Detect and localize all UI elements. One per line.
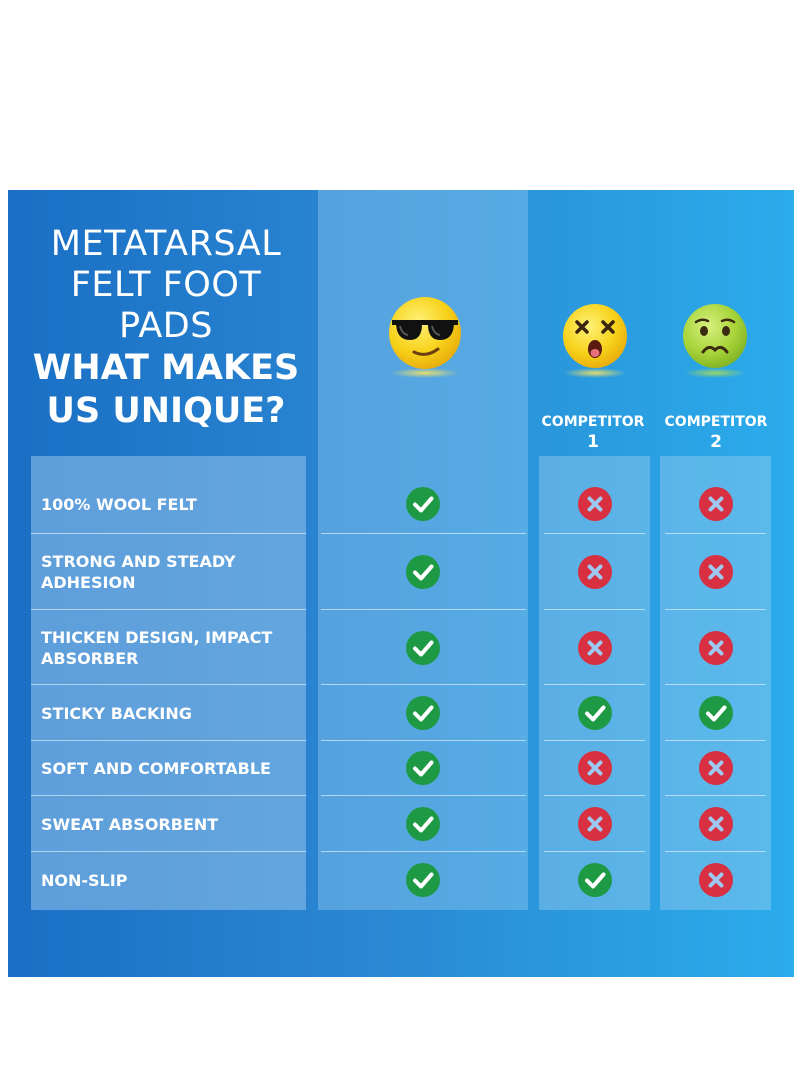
cross-icon [699,863,733,897]
competitor-2-column-box [660,456,771,910]
cross-icon [578,751,612,785]
row-divider [665,533,766,534]
row-divider [544,740,645,741]
cross-icon [578,487,612,521]
row-divider [321,851,526,852]
check-icon [406,631,440,665]
row-divider [321,609,526,610]
row-divider [665,609,766,610]
check-icon [699,696,733,730]
row-divider [31,533,306,534]
feature-label: NON-SLIP [41,871,128,890]
cross-icon [699,487,733,521]
emoji-glow [390,368,460,378]
feature-label: STICKY BACKING [41,704,192,723]
cross-icon [578,555,612,589]
cross-icon [578,807,612,841]
row-divider [665,795,766,796]
cross-icon [578,631,612,665]
check-icon [406,696,440,730]
row-divider [31,740,306,741]
row-divider [544,684,645,685]
row-divider [321,533,526,534]
row-divider [321,740,526,741]
row-divider [31,609,306,610]
row-divider [544,533,645,534]
sunglasses-face-icon [389,297,461,369]
row-divider [665,684,766,685]
headline-line-3: PADS [119,306,213,346]
feature-label: SOFT AND COMFORTABLE [41,759,271,778]
headline-line-5: US UNIQUE? [46,391,286,431]
feature-label: STRONG AND STEADY ADHESION [41,552,236,592]
feature-label: SWEAT ABSORBENT [41,815,219,834]
headline-line-4: WHAT MAKES [32,348,300,388]
competitor-1-label-line-1: COMPETITOR [541,414,645,430]
competitor-1-label-line-2: 1 [587,432,599,452]
comparison-panel: METATARSAL FELT FOOT PADS WHAT MAKES US … [8,190,794,977]
feature-label: 100% WOOL FELT [41,495,197,514]
headline-line-2: FELT FOOT [70,265,262,305]
check-icon [406,751,440,785]
row-divider [544,851,645,852]
row-divider [321,795,526,796]
competitor-1-label: COMPETITOR 1 [528,412,658,452]
emoji-glow [683,368,747,378]
headline: METATARSAL FELT FOOT PADS WHAT MAKES US … [16,224,316,433]
row-divider [31,851,306,852]
check-icon [406,807,440,841]
dizzy-face-icon [563,304,627,368]
row-divider [321,684,526,685]
emoji-glow [563,368,627,378]
check-icon [406,863,440,897]
row-divider [31,684,306,685]
row-divider [665,740,766,741]
competitor-2-label-line-2: 2 [710,432,722,452]
feature-label: THICKEN DESIGN, IMPACT ABSORBER [41,628,273,668]
check-icon [578,696,612,730]
row-divider [31,795,306,796]
check-icon [406,487,440,521]
headline-line-1: METATARSAL [50,224,282,264]
cross-icon [699,807,733,841]
nauseated-face-icon [683,304,747,368]
cross-icon [699,555,733,589]
row-divider [544,795,645,796]
features-column-box [31,456,306,910]
check-icon [406,555,440,589]
row-divider [665,851,766,852]
competitor-2-label: COMPETITOR 2 [651,412,781,452]
check-icon [578,863,612,897]
competitor-2-label-line-1: COMPETITOR [664,414,768,430]
row-divider [544,609,645,610]
competitor-1-column-box [539,456,650,910]
cross-icon [699,751,733,785]
cross-icon [699,631,733,665]
